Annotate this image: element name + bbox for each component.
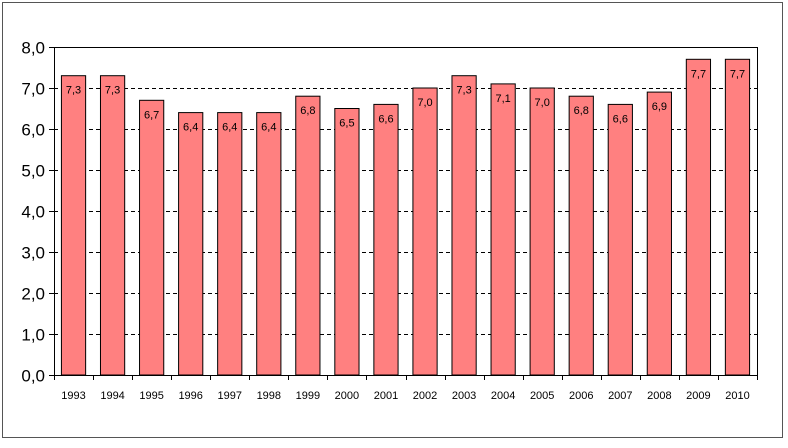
data-label: 6,4 — [261, 122, 276, 134]
bar — [373, 103, 399, 376]
bars — [60, 58, 751, 376]
data-label: 7,0 — [535, 97, 550, 109]
y-tick-labels: 0,0 1,0 2,0 3,0 4,0 5,0 6,0 7,0 8,0 — [21, 39, 45, 386]
data-label: 6,7 — [144, 109, 159, 121]
y-tick-label: 6,0 — [21, 121, 45, 140]
data-label: 7,0 — [417, 97, 432, 109]
x-tick-label: 2004 — [491, 390, 515, 402]
x-tick-label: 2009 — [686, 390, 710, 402]
y-tick-label: 7,0 — [21, 80, 45, 99]
data-label: 7,3 — [66, 85, 81, 97]
data-label: 7,1 — [495, 93, 510, 105]
data-label: 7,3 — [105, 85, 120, 97]
data-labels: 7,3 7,3 6,7 6,4 6,4 6,4 6,8 6,5 6,6 7,0 7,3 7,1 7,0 6… — [66, 68, 745, 133]
x-tick-label: 1996 — [178, 390, 202, 402]
data-label: 6,8 — [300, 105, 315, 117]
data-label: 7,7 — [730, 68, 745, 80]
bar — [646, 91, 672, 376]
y-tick-label: 1,0 — [21, 326, 45, 345]
x-tick-label: 1993 — [61, 390, 85, 402]
y-tick-label: 5,0 — [21, 162, 45, 181]
axes — [49, 47, 758, 380]
x-tick-label: 2005 — [530, 390, 554, 402]
data-label: 7,7 — [691, 68, 706, 80]
data-label: 6,8 — [574, 105, 589, 117]
bar — [685, 58, 712, 376]
bar — [139, 99, 165, 376]
grid-lines — [54, 47, 757, 335]
bar — [490, 83, 516, 376]
x-tick-label: 2002 — [413, 390, 437, 402]
x-tick-label: 1997 — [218, 390, 242, 402]
x-tick-label: 1994 — [100, 390, 124, 402]
x-tick-label: 1995 — [139, 390, 163, 402]
bar — [295, 95, 321, 376]
y-tick-label: 8,0 — [21, 39, 45, 58]
x-tick-label: 2001 — [374, 390, 398, 402]
x-tick-labels: 1993 1994 1995 1996 1997 1998 1999 2000 2001 2002… — [61, 390, 749, 402]
data-label: 6,6 — [613, 113, 628, 125]
x-tick-label: 2006 — [569, 390, 593, 402]
data-label: 6,4 — [183, 122, 198, 134]
y-tick-label: 2,0 — [21, 285, 45, 304]
bar — [724, 58, 751, 376]
data-label: 6,9 — [652, 101, 667, 113]
x-tick-label: 2010 — [725, 390, 749, 402]
bar — [607, 103, 633, 376]
bar — [451, 75, 477, 376]
x-tick-label: 1999 — [296, 390, 320, 402]
data-label: 6,6 — [378, 113, 393, 125]
bar — [568, 95, 594, 376]
data-label: 6,5 — [339, 118, 354, 130]
x-tick-label: 2007 — [608, 390, 632, 402]
bar — [334, 108, 360, 376]
bar — [256, 112, 282, 376]
bar — [99, 75, 126, 376]
bar — [529, 87, 555, 376]
data-label: 7,3 — [456, 85, 471, 97]
x-tick-label: 2003 — [452, 390, 476, 402]
x-tick-label: 2008 — [647, 390, 671, 402]
x-tick-label: 1998 — [257, 390, 281, 402]
y-tick-label: 3,0 — [21, 244, 45, 263]
bar — [412, 87, 438, 376]
bar — [178, 112, 204, 376]
y-tick-label: 0,0 — [21, 367, 45, 386]
bar — [217, 112, 243, 376]
x-tick-label: 2000 — [335, 390, 359, 402]
data-label: 6,4 — [222, 122, 237, 134]
bar — [60, 75, 87, 376]
y-tick-label: 4,0 — [21, 203, 45, 222]
